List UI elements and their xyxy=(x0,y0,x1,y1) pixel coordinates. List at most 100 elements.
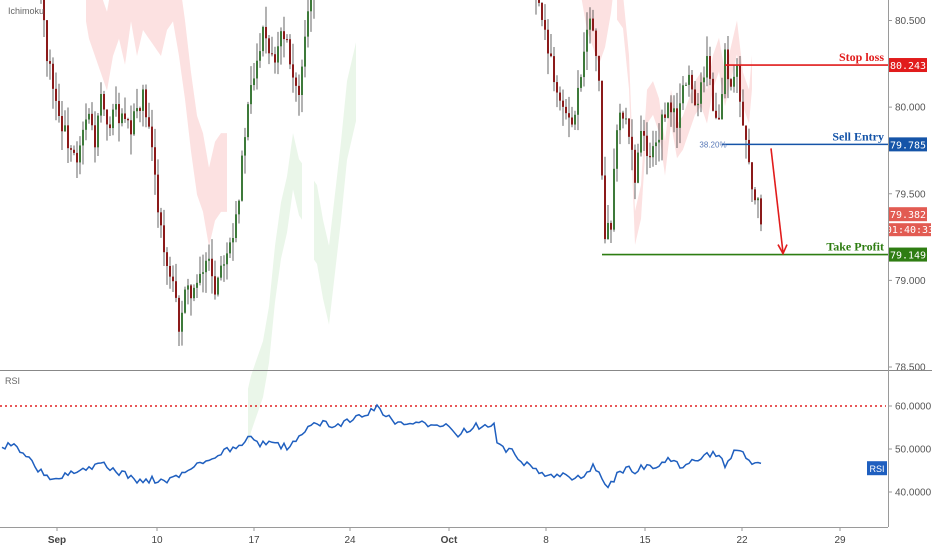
candle-body xyxy=(604,175,606,240)
price-tick-label: 79.500 xyxy=(895,189,926,200)
candle-body xyxy=(661,114,663,140)
candle-body xyxy=(637,152,639,183)
candle-body xyxy=(127,119,129,121)
candle-body xyxy=(559,92,561,101)
trade-levels: Stop loss 80.243 Sell Entry 79.785 Take Prof… xyxy=(602,50,932,262)
candle-body xyxy=(250,85,252,105)
candle-body xyxy=(244,137,246,156)
candle-body xyxy=(592,18,594,31)
candle-body xyxy=(286,39,288,41)
candle-body xyxy=(658,139,660,143)
candle-body xyxy=(760,198,762,225)
candle-body xyxy=(205,260,207,273)
cloud-segment xyxy=(617,0,752,245)
candle-body xyxy=(610,222,612,230)
candle-body xyxy=(676,108,678,128)
candle-body xyxy=(100,94,102,116)
candle-body xyxy=(598,55,600,81)
candle-body xyxy=(619,112,621,131)
candle-body xyxy=(268,38,270,54)
candle-body xyxy=(199,273,201,283)
candle-body xyxy=(310,0,312,12)
level-price-value: 80.243 xyxy=(890,61,926,72)
candle-body xyxy=(748,139,750,163)
candle-body xyxy=(538,0,540,3)
time-tick-label: 22 xyxy=(736,535,748,546)
candle-body xyxy=(547,29,549,54)
candle-body xyxy=(43,0,45,21)
cloud-segment xyxy=(581,0,613,65)
candle-body xyxy=(103,94,105,110)
candle-body xyxy=(79,145,81,163)
candle-body xyxy=(178,297,180,332)
candle-body xyxy=(601,80,603,176)
candle-body xyxy=(541,2,543,20)
candle-body xyxy=(631,136,633,150)
candle-body xyxy=(226,253,228,265)
candle-body xyxy=(154,147,156,175)
candle-body xyxy=(193,287,195,299)
candle-body xyxy=(730,79,732,87)
price-tick-label: 79.000 xyxy=(895,276,926,287)
arrow-head xyxy=(777,244,788,256)
candle-body xyxy=(280,31,282,47)
candle-body xyxy=(91,113,93,126)
candle-body xyxy=(577,87,579,115)
time-tick-label: 15 xyxy=(639,535,651,546)
candle-body xyxy=(736,65,738,77)
candle-body xyxy=(133,111,135,135)
candle-body xyxy=(625,118,627,120)
candle-body xyxy=(640,130,642,153)
candle-body xyxy=(292,64,294,78)
rsi-tick-label: 40.0000 xyxy=(895,488,932,499)
candle-body xyxy=(187,285,189,290)
candle-body xyxy=(688,74,690,85)
candle-body xyxy=(277,46,279,63)
candle-body xyxy=(196,282,198,288)
rsi-tick-label: 50.0000 xyxy=(895,445,932,456)
rsi-tag xyxy=(867,461,887,476)
candle-body xyxy=(283,31,285,40)
candle-body xyxy=(550,53,552,57)
rsi-panel-title: RSI xyxy=(5,376,20,386)
candle-body xyxy=(289,39,291,65)
candle-body xyxy=(148,117,150,127)
candle-body xyxy=(88,113,90,120)
time-tick-label: 17 xyxy=(248,535,260,546)
candle-body xyxy=(190,285,192,299)
candle-body xyxy=(757,198,759,201)
countdown-value: 01:40:33 xyxy=(886,225,932,236)
candle-body xyxy=(556,82,558,93)
candle-body xyxy=(691,74,693,90)
candle-body xyxy=(667,102,669,118)
candle-body xyxy=(694,89,696,106)
candle-body xyxy=(553,56,555,83)
candle-body xyxy=(112,109,114,129)
candle-body xyxy=(115,104,117,110)
candle-body xyxy=(643,130,645,136)
candle-body xyxy=(682,85,684,104)
candle-body xyxy=(61,115,63,132)
time-tick-label: Sep xyxy=(48,535,66,546)
candle-body xyxy=(271,53,273,55)
candle-body xyxy=(223,264,225,266)
candle-body xyxy=(274,54,276,63)
candle-body xyxy=(208,258,210,261)
cloud-segment xyxy=(86,0,227,247)
candle-body xyxy=(157,174,159,213)
candle-body xyxy=(73,149,75,153)
candle-body xyxy=(745,125,747,140)
candle-body xyxy=(703,77,705,83)
last-price-tag xyxy=(889,207,927,222)
candle-body xyxy=(64,125,66,132)
rsi-line xyxy=(1,403,762,489)
candle-body xyxy=(685,84,687,86)
cloud-segment xyxy=(248,133,302,445)
candle-body xyxy=(124,113,126,120)
level-price-value: 79.785 xyxy=(890,140,926,151)
time-tick-label: 8 xyxy=(543,535,549,546)
candle-body xyxy=(211,258,213,277)
candle-body xyxy=(613,168,615,230)
